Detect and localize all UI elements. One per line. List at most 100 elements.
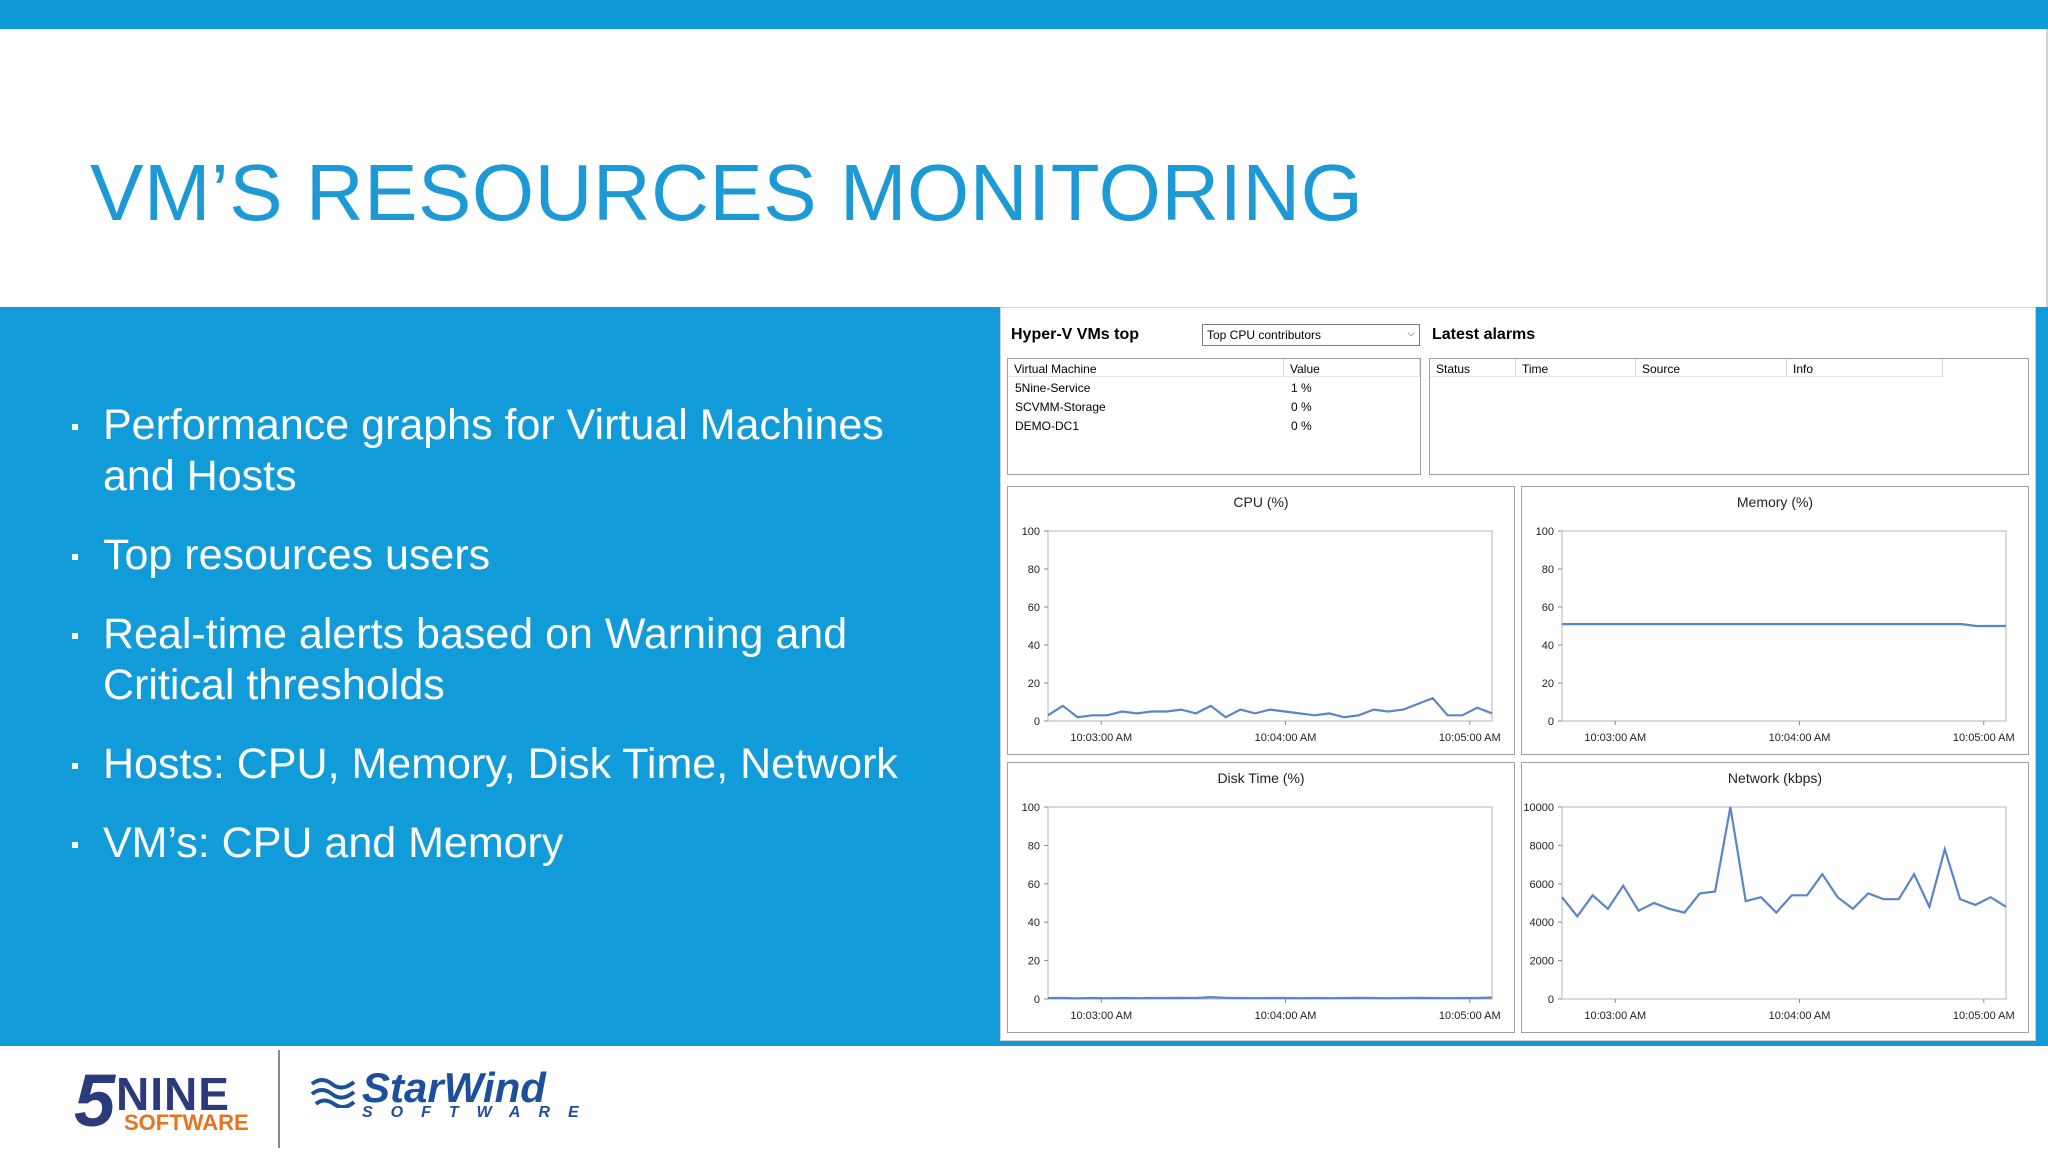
table-cell[interactable]: 1 % xyxy=(1291,381,1312,395)
top-contributors-select[interactable]: Top CPU contributors ⌵ xyxy=(1202,324,1420,346)
y-tick-label: 40 xyxy=(1028,640,1040,652)
bullet-text-cont: and Hosts xyxy=(103,452,297,500)
title-area: VM’S RESOURCES MONITORING xyxy=(0,29,2048,307)
x-tick-label: 10:05:00 AM xyxy=(1439,1010,1501,1022)
series-line xyxy=(1047,696,1493,719)
y-tick-label: 8000 xyxy=(1530,840,1554,852)
bullet-text: Performance graphs for Virtual Machines xyxy=(103,401,884,449)
x-tick-label: 10:03:00 AM xyxy=(1070,1010,1132,1022)
logo-word: NINE xyxy=(116,1068,230,1120)
table-cell[interactable]: 0 % xyxy=(1291,419,1312,433)
select-value: Top CPU contributors xyxy=(1207,328,1322,342)
y-tick-label: 10000 xyxy=(1523,802,1554,814)
wind-waves-icon xyxy=(310,1078,356,1108)
bullet-list: Performance graphs for Virtual Machines a… xyxy=(70,400,970,897)
starwind-word: StarWind xyxy=(362,1064,546,1111)
x-tick-label: 10:04:00 AM xyxy=(1769,1010,1831,1022)
x-tick-label: 10:03:00 AM xyxy=(1070,732,1132,744)
column-header-source[interactable]: Source xyxy=(1636,359,1787,377)
x-tick-label: 10:05:00 AM xyxy=(1953,1010,2015,1022)
column-header-status[interactable]: Status xyxy=(1430,359,1516,377)
bullet-text: Top resources users xyxy=(103,531,491,579)
x-tick-label: 10:04:00 AM xyxy=(1769,732,1831,744)
vms-top-heading: Hyper-V VMs top xyxy=(1011,326,1140,343)
table-cell[interactable]: 0 % xyxy=(1291,400,1312,414)
alarms-heading: Latest alarms xyxy=(1432,326,1536,343)
vm-top-table: Virtual Machine Value 5Nine-Service 1 % … xyxy=(1007,358,1421,475)
chart-title: Disk Time (%) xyxy=(1217,770,1304,786)
logo-digit: 5 xyxy=(74,1059,116,1142)
chart-title: Memory (%) xyxy=(1737,494,1813,510)
column-header-info[interactable]: Info xyxy=(1787,359,1943,377)
bullet-text-cont: Critical thresholds xyxy=(103,661,445,709)
series-line xyxy=(1562,623,2006,628)
bullet-item: Performance graphs for Virtual Machines a… xyxy=(70,400,970,502)
bullet-marker xyxy=(72,424,78,430)
y-tick-label: 6000 xyxy=(1530,879,1554,891)
bullet-marker xyxy=(72,554,78,560)
bullet-text: Real-time alerts based on Warning and xyxy=(103,610,848,658)
top-accent-bar xyxy=(0,0,2048,29)
bullet-marker xyxy=(72,842,78,848)
column-header-time[interactable]: Time xyxy=(1516,359,1636,377)
table-cell[interactable]: DEMO-DC1 xyxy=(1015,419,1080,433)
plot-area xyxy=(1561,530,2007,722)
logo-divider xyxy=(278,1050,280,1148)
plot-area xyxy=(1047,806,1493,1000)
y-tick-label: 40 xyxy=(1028,917,1040,929)
y-tick-label: 80 xyxy=(1542,564,1554,576)
y-tick-label: 20 xyxy=(1028,956,1040,968)
x-tick-label: 10:03:00 AM xyxy=(1584,732,1646,744)
y-tick-label: 100 xyxy=(1022,802,1040,814)
x-tick-label: 10:05:00 AM xyxy=(1439,732,1501,744)
x-tick-label: 10:04:00 AM xyxy=(1255,1010,1317,1022)
y-tick-label: 20 xyxy=(1028,678,1040,690)
y-tick-label: 0 xyxy=(1034,994,1040,1006)
chart-title: CPU (%) xyxy=(1233,494,1288,510)
slide-title: VM’S RESOURCES MONITORING xyxy=(90,148,1364,237)
starwind-subtitle: SOFTWARE xyxy=(362,1104,597,1121)
x-tick-label: 10:04:00 AM xyxy=(1255,732,1317,744)
y-tick-label: 80 xyxy=(1028,840,1040,852)
bullet-item: Hosts: CPU, Memory, Disk Time, Network xyxy=(70,739,970,790)
footer xyxy=(0,1046,2048,1152)
bullet-text: Hosts: CPU, Memory, Disk Time, Network xyxy=(103,740,898,788)
table-cell[interactable]: 5Nine-Service xyxy=(1015,381,1091,395)
y-tick-label: 0 xyxy=(1548,994,1554,1006)
bullet-item: VM’s: CPU and Memory xyxy=(70,818,970,869)
series-line xyxy=(1561,806,2007,919)
logo-subtitle: SOFTWARE xyxy=(124,1110,249,1135)
plot-area xyxy=(1561,806,2007,1000)
network-chart: Network (kbps) 0 2000 4000 6000 8000 10000 10:0… xyxy=(1521,762,2029,1033)
cpu-chart: CPU (%) 0 20 40 60 80 100 10:03:00 AM 10:04:00 A… xyxy=(1007,486,1515,755)
y-tick-label: 60 xyxy=(1542,602,1554,614)
disk-time-chart-svg: Disk Time (%) 0 20 40 60 80 100 10:03:00 AM 10:0… xyxy=(1022,770,1501,1022)
memory-chart: Memory (%) 0 20 40 60 80 100 10:03:00 AM 10:04:0… xyxy=(1521,486,2029,755)
bullet-marker xyxy=(72,763,78,769)
bullet-item: Top resources users xyxy=(70,530,970,581)
table-cell[interactable]: SCVMM-Storage xyxy=(1015,400,1106,414)
y-tick-label: 100 xyxy=(1536,526,1554,538)
monitoring-screenshot: Hyper-V VMs top Top CPU contributors ⌵ L… xyxy=(1000,307,2036,1041)
cpu-chart-svg: CPU (%) 0 20 40 60 80 100 10:03:00 AM 10:04:00 A… xyxy=(1022,494,1501,744)
network-chart-svg: Network (kbps) 0 2000 4000 6000 8000 10000 10:0… xyxy=(1523,770,2015,1022)
bullet-marker xyxy=(72,633,78,639)
column-header-vm[interactable]: Virtual Machine xyxy=(1008,359,1284,377)
y-tick-label: 100 xyxy=(1022,526,1040,538)
y-tick-label: 40 xyxy=(1542,640,1554,652)
column-header-value[interactable]: Value xyxy=(1284,359,1420,377)
y-tick-label: 60 xyxy=(1028,602,1040,614)
chart-title: Network (kbps) xyxy=(1728,770,1822,786)
alarms-table: Status Time Source Info xyxy=(1429,358,2029,475)
plot-area xyxy=(1047,530,1493,722)
y-tick-label: 2000 xyxy=(1530,956,1554,968)
disk-time-chart: Disk Time (%) 0 20 40 60 80 100 10:03:00 AM 10:0… xyxy=(1007,762,1515,1033)
bullet-item: Real-time alerts based on Warning and Cri… xyxy=(70,609,970,711)
x-tick-label: 10:03:00 AM xyxy=(1584,1010,1646,1022)
y-tick-label: 60 xyxy=(1028,879,1040,891)
memory-chart-svg: Memory (%) 0 20 40 60 80 100 10:03:00 AM 10:04:0… xyxy=(1536,494,2015,744)
y-tick-label: 20 xyxy=(1542,678,1554,690)
y-tick-label: 80 xyxy=(1028,564,1040,576)
series-line xyxy=(1048,995,1493,1000)
bullet-text: VM’s: CPU and Memory xyxy=(103,819,564,867)
